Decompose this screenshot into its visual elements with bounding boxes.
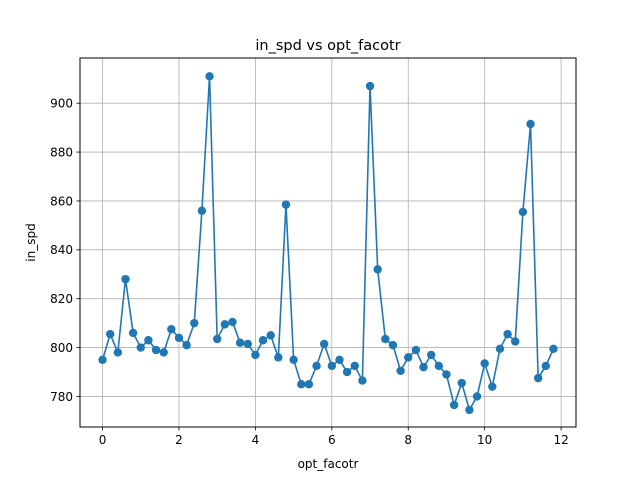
- data-point: [212, 334, 222, 344]
- data-point: [381, 334, 390, 344]
- data-point: [228, 317, 237, 327]
- y-tick-label: 840: [50, 243, 73, 257]
- data-point: [449, 400, 459, 410]
- data-point: [113, 348, 123, 357]
- y-axis-ticks: 780 800 820 840 860 880 900: [50, 97, 80, 404]
- data-point: [174, 333, 184, 343]
- data-point: [319, 339, 329, 349]
- data-point: [274, 353, 283, 362]
- x-axis-ticks: 0 2 4 6 8 10 12: [99, 427, 569, 447]
- data-point: [373, 265, 382, 274]
- y-tick-label: 860: [50, 194, 73, 208]
- x-tick-label: 6: [328, 433, 336, 447]
- data-point: [419, 362, 428, 372]
- data-point: [182, 340, 191, 350]
- data-point: [266, 331, 275, 340]
- data-point: [511, 337, 520, 346]
- data-point: [457, 378, 466, 388]
- data-point: [365, 81, 375, 91]
- data-point: [327, 361, 337, 371]
- y-tick-label: 780: [50, 390, 73, 404]
- data-point: [258, 336, 268, 345]
- data-point: [105, 329, 115, 339]
- x-tick-label: 12: [553, 433, 568, 447]
- data-point: [426, 350, 436, 360]
- chart-title: in_spd vs opt_facotr: [255, 38, 400, 54]
- data-point: [335, 355, 344, 364]
- data-point: [388, 340, 398, 350]
- data-point: [465, 405, 474, 415]
- data-point: [518, 207, 528, 217]
- data-point: [495, 344, 505, 354]
- data-point: [235, 338, 245, 347]
- y-tick-label: 880: [50, 145, 73, 159]
- data-point: [342, 367, 352, 377]
- data-point: [281, 200, 291, 209]
- data-point: [358, 376, 367, 385]
- data-point: [350, 361, 359, 371]
- plot-frame: [79, 57, 577, 428]
- data-point: [549, 344, 558, 354]
- y-tick-label: 820: [50, 292, 73, 306]
- data-point: [98, 355, 107, 364]
- data-point: [136, 343, 145, 352]
- data-point: [144, 336, 153, 345]
- data-point: [289, 355, 298, 364]
- data-point: [533, 373, 543, 383]
- data-point: [297, 380, 306, 389]
- data-point: [411, 345, 421, 355]
- data-point: [220, 320, 230, 329]
- data-point: [251, 350, 260, 360]
- data-point: [480, 359, 489, 368]
- data-point: [472, 392, 482, 401]
- series-line-group: [98, 72, 558, 415]
- grid: [80, 58, 576, 427]
- data-point: [197, 206, 207, 215]
- y-tick-label: 900: [50, 97, 73, 111]
- x-tick-label: 10: [477, 433, 492, 447]
- data-point: [304, 380, 314, 389]
- data-point: [121, 274, 130, 284]
- data-point: [503, 329, 512, 339]
- data-point: [526, 119, 535, 129]
- data-point: [404, 353, 413, 362]
- data-point: [190, 318, 199, 328]
- data-point: [488, 382, 497, 391]
- data-point: [434, 361, 444, 371]
- x-axis-label: opt_facotr: [298, 457, 359, 471]
- y-tick-label: 800: [50, 341, 73, 355]
- data-point: [243, 339, 252, 349]
- data-point: [541, 361, 551, 371]
- data-point: [442, 370, 451, 379]
- x-tick-label: 2: [175, 433, 183, 447]
- data-point: [205, 72, 214, 81]
- data-point: [312, 361, 321, 371]
- x-tick-label: 0: [99, 433, 107, 447]
- data-point: [159, 348, 168, 357]
- x-tick-label: 4: [252, 433, 260, 447]
- data-point: [396, 366, 405, 375]
- y-axis-label: in_spd: [24, 223, 38, 261]
- data-point: [167, 325, 176, 334]
- data-point: [128, 328, 138, 338]
- data-point: [151, 345, 161, 355]
- x-tick-label: 8: [404, 433, 412, 447]
